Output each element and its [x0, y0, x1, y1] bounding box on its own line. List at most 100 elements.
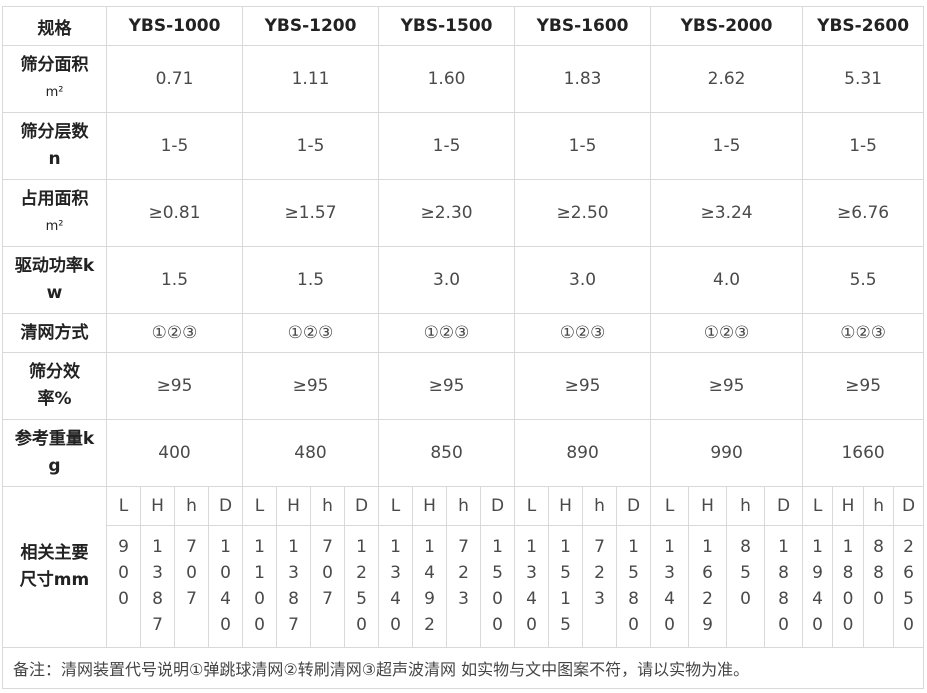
value-cell: ①②③ — [650, 313, 804, 353]
value-cell: 1.83 — [514, 45, 652, 113]
value-cell: ≥1.57 — [242, 179, 380, 247]
row-label-part: m² — [45, 85, 64, 100]
dimension-subheader: H — [832, 486, 865, 526]
value-cell: 850 — [378, 419, 516, 487]
value-cell: ≥95 — [105, 352, 244, 420]
dimensions-label-part: 尺寸mm — [19, 570, 90, 590]
dimension-subheader: L — [650, 486, 690, 526]
dimension-subheader: D — [344, 486, 380, 526]
value-cell: 5.31 — [802, 45, 925, 113]
row-label: 驱动功率k w — [2, 246, 107, 314]
value-cell: 0.71 — [105, 45, 244, 113]
value-cell: ①②③ — [802, 313, 925, 353]
value-cell: 1660 — [802, 419, 925, 487]
value-cell: 1-5 — [242, 112, 380, 180]
row-label-part: 筛分效 — [29, 362, 80, 382]
model-header: YBS-2600 — [802, 6, 925, 46]
dimension-subheader: D — [480, 486, 516, 526]
dimension-subheader: H — [688, 486, 728, 526]
footprint-row: 占用面积 m² ≥0.81 ≥1.57 ≥2.30 ≥2.50 ≥3.24 ≥6.76 — [2, 179, 925, 247]
reference-weight-row: 参考重量k g 400 480 850 890 990 1660 — [2, 419, 925, 487]
value-cell: 890 — [514, 419, 652, 487]
dimension-subheader: L — [378, 486, 414, 526]
row-label-part: 参考重量k — [14, 429, 95, 449]
value-cell: 1-5 — [378, 112, 516, 180]
row-label-part: g — [48, 456, 61, 476]
value-cell: 1-5 — [514, 112, 652, 180]
model-header: YBS-1500 — [378, 6, 516, 46]
value-cell: ①②③ — [378, 313, 516, 353]
screen-efficiency-row: 筛分效 率% ≥95 ≥95 ≥95 ≥95 ≥95 ≥95 — [2, 352, 925, 420]
value-cell: ①②③ — [514, 313, 652, 353]
dimensions-label-part: 相关主要 — [20, 543, 89, 563]
row-label: 筛分效率% — [2, 352, 107, 420]
value-cell: 1.60 — [378, 45, 516, 113]
dimension-subheader: h — [446, 486, 482, 526]
header-row: 规格 YBS-1000 YBS-1200 YBS-1500 YBS-1600 YBS-20… — [2, 6, 925, 46]
row-label-part: 驱动功率k — [14, 256, 95, 276]
cleaning-method-row: 清网方式 ①②③ ①②③ ①②③ ①②③ ①②③ ①②③ — [2, 313, 925, 353]
row-label-part: 筛分面积 — [20, 55, 89, 75]
row-label-part: 率% — [37, 389, 72, 409]
dimension-subheader: h — [726, 486, 766, 526]
row-label-part: 占用面积 — [20, 189, 89, 209]
value-cell: ≥95 — [378, 352, 516, 420]
value-cell: ≥95 — [514, 352, 652, 420]
row-label: 占用面积 m² — [2, 179, 107, 247]
value-cell: 3.0 — [378, 246, 516, 314]
row-label-part: m² — [45, 219, 64, 234]
row-label-part: 清网方式 — [20, 322, 89, 343]
drive-power-row: 驱动功率k w 1.5 1.5 3.0 3.0 4.0 5.5 — [2, 246, 925, 314]
model-header: YBS-1200 — [242, 6, 380, 46]
value-cell: ≥6.76 — [802, 179, 925, 247]
model-header: YBS-2000 — [650, 6, 804, 46]
value-cell: 1.11 — [242, 45, 380, 113]
row-label-part: w — [46, 283, 63, 303]
value-cell: 1.5 — [242, 246, 380, 314]
dimension-subheader: H — [412, 486, 448, 526]
value-cell: 990 — [650, 419, 804, 487]
screen-area-row: 筛分面积 m² 0.71 1.11 1.60 1.83 2.62 5.31 — [2, 45, 925, 113]
value-cell: ≥2.50 — [514, 179, 652, 247]
dimension-subheader: H — [276, 486, 312, 526]
header-label: 规格 — [2, 6, 107, 46]
screen-layers-row: 筛分层数 n 1-5 1-5 1-5 1-5 1-5 1-5 — [2, 112, 925, 180]
dimension-subheader: h — [582, 486, 618, 526]
dimension-subheader: h — [863, 486, 895, 526]
dimension-subheader: H — [140, 486, 175, 526]
dimension-subheader: H — [548, 486, 584, 526]
footnote: 备注：清网装置代号说明①弹跳球清网②转刷清网③超声波清网 如实物与文中图案不符，… — [1, 647, 925, 689]
dimensions-label: 相关主要尺寸mm — [2, 486, 107, 648]
row-label-part: 筛分层数 — [20, 122, 89, 142]
value-cell: 2.62 — [650, 45, 804, 113]
value-cell: 3.0 — [514, 246, 652, 314]
dimension-subheader: L — [802, 486, 834, 526]
value-cell: 1-5 — [802, 112, 925, 180]
dimension-subheader: D — [764, 486, 804, 526]
value-cell: 480 — [242, 419, 380, 487]
value-cell: ≥3.24 — [650, 179, 804, 247]
value-cell: 5.5 — [802, 246, 925, 314]
model-header: YBS-1000 — [105, 6, 244, 46]
value-cell: ≥95 — [242, 352, 380, 420]
